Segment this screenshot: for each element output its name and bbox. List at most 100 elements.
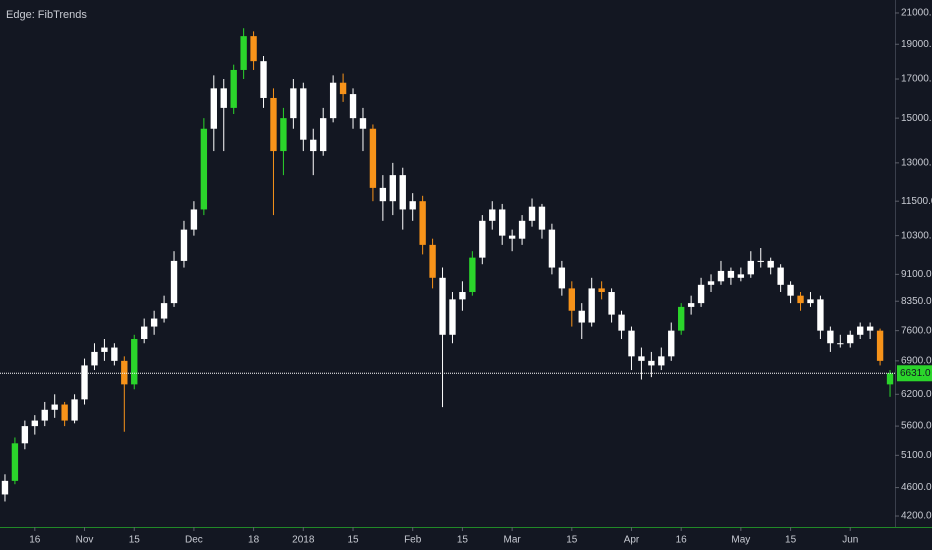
candle-body bbox=[449, 299, 456, 335]
candle-body bbox=[827, 330, 834, 344]
candle-body bbox=[21, 426, 29, 444]
candle-body bbox=[538, 206, 546, 230]
y-tick-label: 5600.0 bbox=[901, 421, 932, 432]
candle-body bbox=[797, 295, 804, 304]
candle-body bbox=[628, 330, 635, 357]
x-tick-label: Dec bbox=[185, 535, 203, 546]
candle-body bbox=[757, 260, 764, 262]
candle-body bbox=[518, 220, 526, 239]
candle-body bbox=[270, 97, 277, 152]
candle-body bbox=[101, 347, 108, 352]
candle-body bbox=[528, 206, 536, 221]
candle-body bbox=[250, 36, 257, 62]
candle-body bbox=[499, 209, 506, 236]
candle-body bbox=[300, 88, 307, 140]
candle-body bbox=[290, 88, 297, 119]
candle-body bbox=[439, 277, 446, 335]
candle-body bbox=[240, 36, 247, 70]
candle-body bbox=[648, 360, 655, 366]
candle-body bbox=[409, 201, 416, 210]
candle-body bbox=[180, 229, 188, 261]
candle-body bbox=[687, 303, 695, 307]
candle-body bbox=[876, 330, 884, 361]
candle-body bbox=[51, 404, 58, 410]
x-tick-label: 16 bbox=[676, 535, 688, 546]
y-tick-label: 21000.0 bbox=[901, 8, 932, 19]
candle-body bbox=[220, 88, 227, 108]
x-tick-label: 15 bbox=[347, 535, 359, 546]
candle-body bbox=[81, 365, 88, 400]
candle-body bbox=[737, 274, 745, 278]
candle-body bbox=[747, 260, 754, 275]
candle-body bbox=[379, 187, 387, 202]
x-tick-label: 15 bbox=[457, 535, 469, 546]
candle-body bbox=[847, 334, 854, 344]
candle-body bbox=[150, 318, 158, 327]
candle-body bbox=[807, 299, 814, 304]
y-tick-label: 17000.0 bbox=[901, 74, 932, 85]
candle-body bbox=[638, 356, 645, 361]
candle-body bbox=[658, 356, 665, 366]
x-tick-label: 18 bbox=[248, 535, 260, 546]
candle-body bbox=[817, 299, 824, 331]
y-tick-label: 11500.0 bbox=[901, 196, 932, 207]
candle-body bbox=[837, 343, 844, 345]
x-tick-label: Feb bbox=[404, 535, 422, 546]
candle-body bbox=[310, 139, 317, 152]
y-tick-label: 6200.0 bbox=[901, 389, 932, 400]
candle-body bbox=[419, 201, 426, 245]
x-tick-label: Jun bbox=[842, 535, 858, 546]
candle-body bbox=[578, 310, 585, 323]
x-tick-label: Apr bbox=[624, 535, 640, 546]
x-tick-label: 2018 bbox=[292, 535, 315, 546]
candle-body bbox=[608, 292, 615, 315]
candle-body bbox=[210, 88, 217, 129]
candle-body bbox=[131, 338, 138, 385]
x-tick-label: 15 bbox=[129, 535, 141, 546]
candle-body bbox=[170, 260, 178, 304]
candle-body bbox=[618, 314, 625, 331]
candle-body bbox=[459, 292, 466, 300]
candle-body bbox=[389, 175, 396, 202]
candle-body bbox=[479, 220, 486, 258]
candle-body bbox=[678, 306, 685, 331]
y-tick-label: 10300.0 bbox=[901, 230, 932, 241]
y-tick-label: 7600.0 bbox=[901, 325, 932, 336]
chart-title: Edge: FibTrends bbox=[6, 9, 87, 21]
y-tick-label: 4600.0 bbox=[901, 482, 932, 493]
candle-body bbox=[886, 373, 894, 385]
candle-body bbox=[320, 118, 327, 152]
candle-body bbox=[369, 128, 377, 188]
y-tick-label: 5100.0 bbox=[901, 450, 932, 461]
candle-body bbox=[668, 330, 675, 357]
y-tick-label: 9100.0 bbox=[901, 269, 932, 280]
candle-body bbox=[349, 94, 357, 119]
candle-body bbox=[329, 82, 337, 119]
x-tick-label: 15 bbox=[785, 535, 797, 546]
candle-body bbox=[359, 118, 367, 129]
candle-body bbox=[857, 326, 864, 335]
y-tick-label: 4200.0 bbox=[901, 511, 932, 522]
x-tick-label: 15 bbox=[566, 535, 578, 546]
x-tick-label: 16 bbox=[29, 535, 41, 546]
y-tick-label: 8350.0 bbox=[901, 296, 932, 307]
x-tick-label: Mar bbox=[504, 535, 522, 546]
y-tick-label: 19000.0 bbox=[901, 39, 932, 50]
candle-body bbox=[588, 288, 595, 323]
candle-body bbox=[697, 284, 705, 304]
x-tick-label: May bbox=[731, 535, 750, 546]
candle-body bbox=[469, 257, 476, 293]
candle-body bbox=[141, 326, 148, 339]
candle-body bbox=[787, 284, 794, 296]
candle-body bbox=[866, 326, 874, 331]
candle-body bbox=[508, 235, 516, 239]
candle-body bbox=[399, 175, 406, 210]
candle-body bbox=[280, 118, 287, 152]
candle-body bbox=[568, 288, 575, 311]
candle-body bbox=[71, 399, 78, 421]
y-tick-label: 13000.0 bbox=[901, 158, 932, 169]
candle-body bbox=[200, 128, 208, 210]
